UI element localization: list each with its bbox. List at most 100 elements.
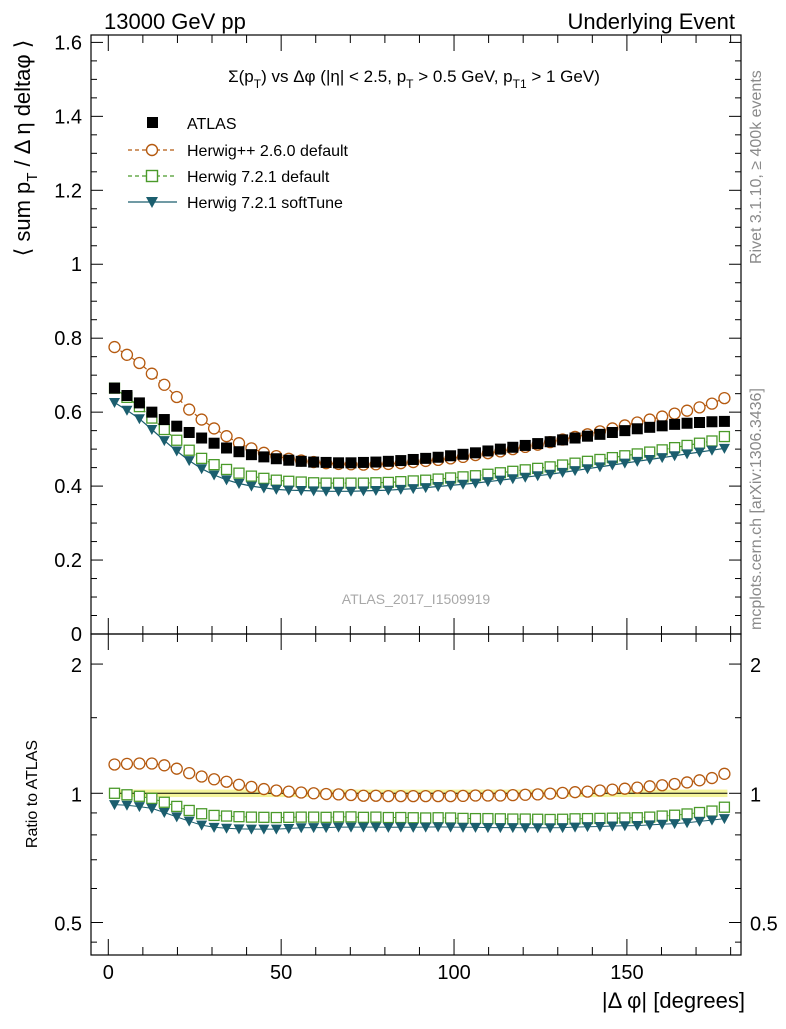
ratio-ytick-label: 2 bbox=[71, 655, 82, 677]
ratio-point-s1-12 bbox=[258, 811, 270, 823]
data-point-s2-18 bbox=[332, 477, 345, 489]
ratio-point-s0-33 bbox=[519, 788, 532, 801]
data-point-s0-37 bbox=[569, 432, 581, 444]
data-point-s1-8 bbox=[207, 422, 221, 435]
ratio-point-s1-8 bbox=[208, 809, 220, 822]
ratio-point-s0-4 bbox=[158, 759, 171, 772]
legend-entry-herwig7-softtune: Herwig 7.2.1 softTune bbox=[128, 195, 343, 212]
data-point-s0-34 bbox=[532, 438, 544, 450]
ratio-point-s2-9 bbox=[221, 823, 233, 834]
ratio-ytick-label-right: 2 bbox=[750, 655, 761, 677]
x-tick-label: 150 bbox=[610, 962, 643, 984]
ratio-point-s2-28 bbox=[457, 822, 469, 833]
data-point-s1-49 bbox=[718, 391, 731, 405]
data-point-s0-9 bbox=[221, 442, 233, 454]
ratio-point-s2-43 bbox=[644, 820, 656, 831]
ratio-point-s0-18 bbox=[332, 788, 345, 801]
data-point-s3-20 bbox=[357, 486, 369, 497]
data-point-s0-42 bbox=[631, 423, 643, 435]
ratio-point-s2-14 bbox=[283, 823, 295, 834]
ratio-point-s2-17 bbox=[320, 823, 332, 834]
ratio-point-s0-38 bbox=[581, 785, 594, 798]
ratio-point-s0-40 bbox=[606, 783, 619, 796]
ratio-point-s1-13 bbox=[270, 811, 282, 824]
ratio-point-s0-17 bbox=[319, 787, 333, 801]
data-point-s0-12 bbox=[258, 451, 270, 463]
data-point-s0-19 bbox=[345, 457, 357, 469]
ratio-point-s0-26 bbox=[431, 789, 445, 803]
ratio-point-s1-0 bbox=[108, 787, 121, 799]
data-point-s0-30 bbox=[482, 445, 494, 457]
ratio-point-s2-47 bbox=[694, 816, 706, 827]
data-point-s3-31 bbox=[494, 475, 506, 486]
data-point-s0-43 bbox=[644, 421, 656, 433]
ratio-point-s1-34 bbox=[532, 813, 544, 825]
series-line-1 bbox=[114, 346, 725, 466]
ratio-point-s0-48 bbox=[705, 771, 719, 785]
x-tick-label: 50 bbox=[270, 962, 292, 984]
data-point-s1-5 bbox=[170, 390, 183, 404]
ratio-panel-frame bbox=[90, 633, 742, 956]
ratio-point-s1-17 bbox=[320, 811, 332, 823]
data-point-s0-47 bbox=[694, 417, 706, 429]
data-point-s3-15 bbox=[295, 486, 307, 497]
legend-label-herwig7-softtune: Herwig 7.2.1 softTune bbox=[187, 195, 343, 212]
ratio-point-s0-28 bbox=[456, 789, 470, 803]
main-title: Σ(pT) vs Δφ (|η| < 2.5, pT > 0.5 GeV, pT… bbox=[228, 67, 600, 91]
data-point-s3-3 bbox=[146, 425, 158, 436]
data-point-s3-38 bbox=[581, 464, 593, 475]
ratio-point-s0-44 bbox=[656, 779, 669, 792]
mcplots-label: mcplots.cern.ch [arXiv:1306.3436] bbox=[748, 388, 765, 630]
ratio-point-s2-36 bbox=[557, 823, 569, 834]
data-point-s3-36 bbox=[557, 467, 569, 478]
data-point-s2-4 bbox=[158, 423, 170, 436]
ratio-point-s0-49 bbox=[718, 767, 731, 780]
ratio-point-s0-2 bbox=[133, 757, 146, 770]
ratio-point-s2-41 bbox=[619, 821, 631, 832]
data-point-s0-8 bbox=[208, 437, 220, 449]
ratio-point-s1-45 bbox=[668, 809, 681, 821]
data-point-s2-16 bbox=[308, 477, 320, 489]
data-point-s3-30 bbox=[482, 477, 494, 488]
data-point-s2-46 bbox=[681, 439, 693, 452]
data-point-s1-46 bbox=[680, 404, 694, 417]
ratio-point-s0-47 bbox=[693, 774, 706, 787]
data-point-s1-9 bbox=[220, 430, 233, 443]
data-point-s0-6 bbox=[183, 426, 195, 438]
main-ytick-label: 0.8 bbox=[54, 328, 82, 350]
ratio-point-s0-45 bbox=[668, 777, 681, 791]
data-point-s3-44 bbox=[656, 453, 668, 464]
data-point-s0-22 bbox=[382, 455, 394, 467]
data-point-s0-23 bbox=[395, 455, 407, 467]
data-point-s3-13 bbox=[270, 484, 282, 495]
ratio-ylabel: Ratio to ATLAS bbox=[24, 740, 41, 848]
ratio-ytick-label-right: 1 bbox=[750, 784, 761, 806]
data-point-s0-28 bbox=[457, 448, 469, 460]
ratio-point-s2-29 bbox=[469, 822, 481, 833]
ratio-ytick-label-right: 0.5 bbox=[750, 913, 778, 935]
data-point-s0-21 bbox=[370, 456, 382, 468]
ratio-point-s2-42 bbox=[631, 821, 643, 832]
data-point-s3-0 bbox=[109, 398, 121, 409]
ratio-point-s2-33 bbox=[519, 823, 531, 834]
data-point-s2-5 bbox=[171, 434, 183, 446]
ratio-point-s1-23 bbox=[395, 811, 407, 824]
ratio-point-s2-1 bbox=[121, 800, 133, 811]
ratio-point-s0-1 bbox=[120, 757, 134, 771]
ratio-point-s0-37 bbox=[568, 786, 582, 799]
ratio-point-s2-2 bbox=[133, 802, 145, 813]
ratio-point-s2-34 bbox=[532, 823, 544, 834]
data-point-s3-14 bbox=[283, 485, 295, 496]
ratio-point-s1-27 bbox=[444, 812, 457, 824]
data-point-s0-41 bbox=[619, 425, 631, 437]
data-point-s3-27 bbox=[445, 480, 457, 491]
legend-entry-atlas: ATLAS bbox=[147, 116, 237, 133]
ratio-point-s2-18 bbox=[333, 822, 345, 833]
main-ytick-label: 0.6 bbox=[54, 402, 82, 424]
data-point-s3-19 bbox=[345, 486, 357, 497]
data-point-s0-44 bbox=[656, 420, 668, 432]
x-tick-label: 100 bbox=[437, 962, 470, 984]
data-point-s3-22 bbox=[382, 485, 394, 496]
data-point-s1-47 bbox=[693, 401, 706, 414]
data-point-s3-49 bbox=[718, 443, 730, 454]
